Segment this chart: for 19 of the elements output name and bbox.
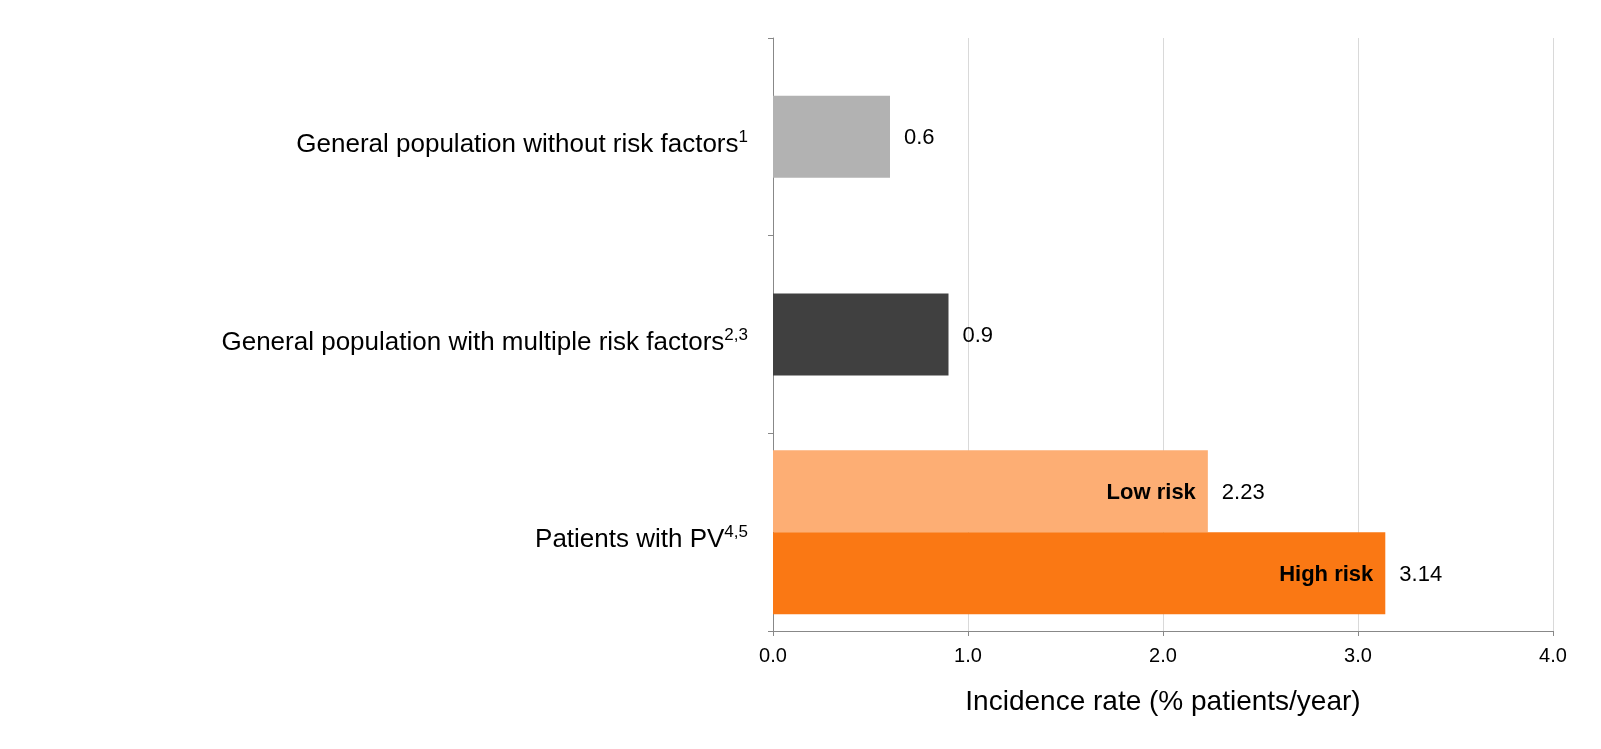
y-tick-label: Patients with PV$^{4,5}$ bbox=[535, 521, 748, 554]
bar bbox=[773, 293, 949, 376]
bar bbox=[773, 532, 1386, 615]
bar bbox=[773, 450, 1208, 533]
bar bbox=[773, 95, 890, 178]
data-label: 2.23 bbox=[1221, 478, 1265, 504]
x-tick-label: 1.0 bbox=[954, 644, 982, 666]
x-axis-title: Incidence rate (% patients/year) bbox=[965, 684, 1361, 716]
x-tick-label: 0.0 bbox=[759, 644, 787, 666]
x-tick-label: 4.0 bbox=[1539, 644, 1567, 666]
data-label: 0.9 bbox=[962, 322, 994, 347]
y-tick-label: General population without risk factors$^{1}$ bbox=[296, 125, 748, 159]
series-label: Low risk bbox=[1106, 478, 1197, 504]
y-tick-label: General population with multiple risk factors$^{2,3}$ bbox=[221, 323, 748, 357]
data-label: 0.6 bbox=[904, 124, 935, 150]
data-label: 3.14 bbox=[1399, 560, 1443, 586]
series-label: High risk bbox=[1279, 560, 1375, 586]
x-tick-label: 3.0 bbox=[1344, 644, 1372, 666]
x-tick-label: 2.0 bbox=[1149, 644, 1177, 666]
